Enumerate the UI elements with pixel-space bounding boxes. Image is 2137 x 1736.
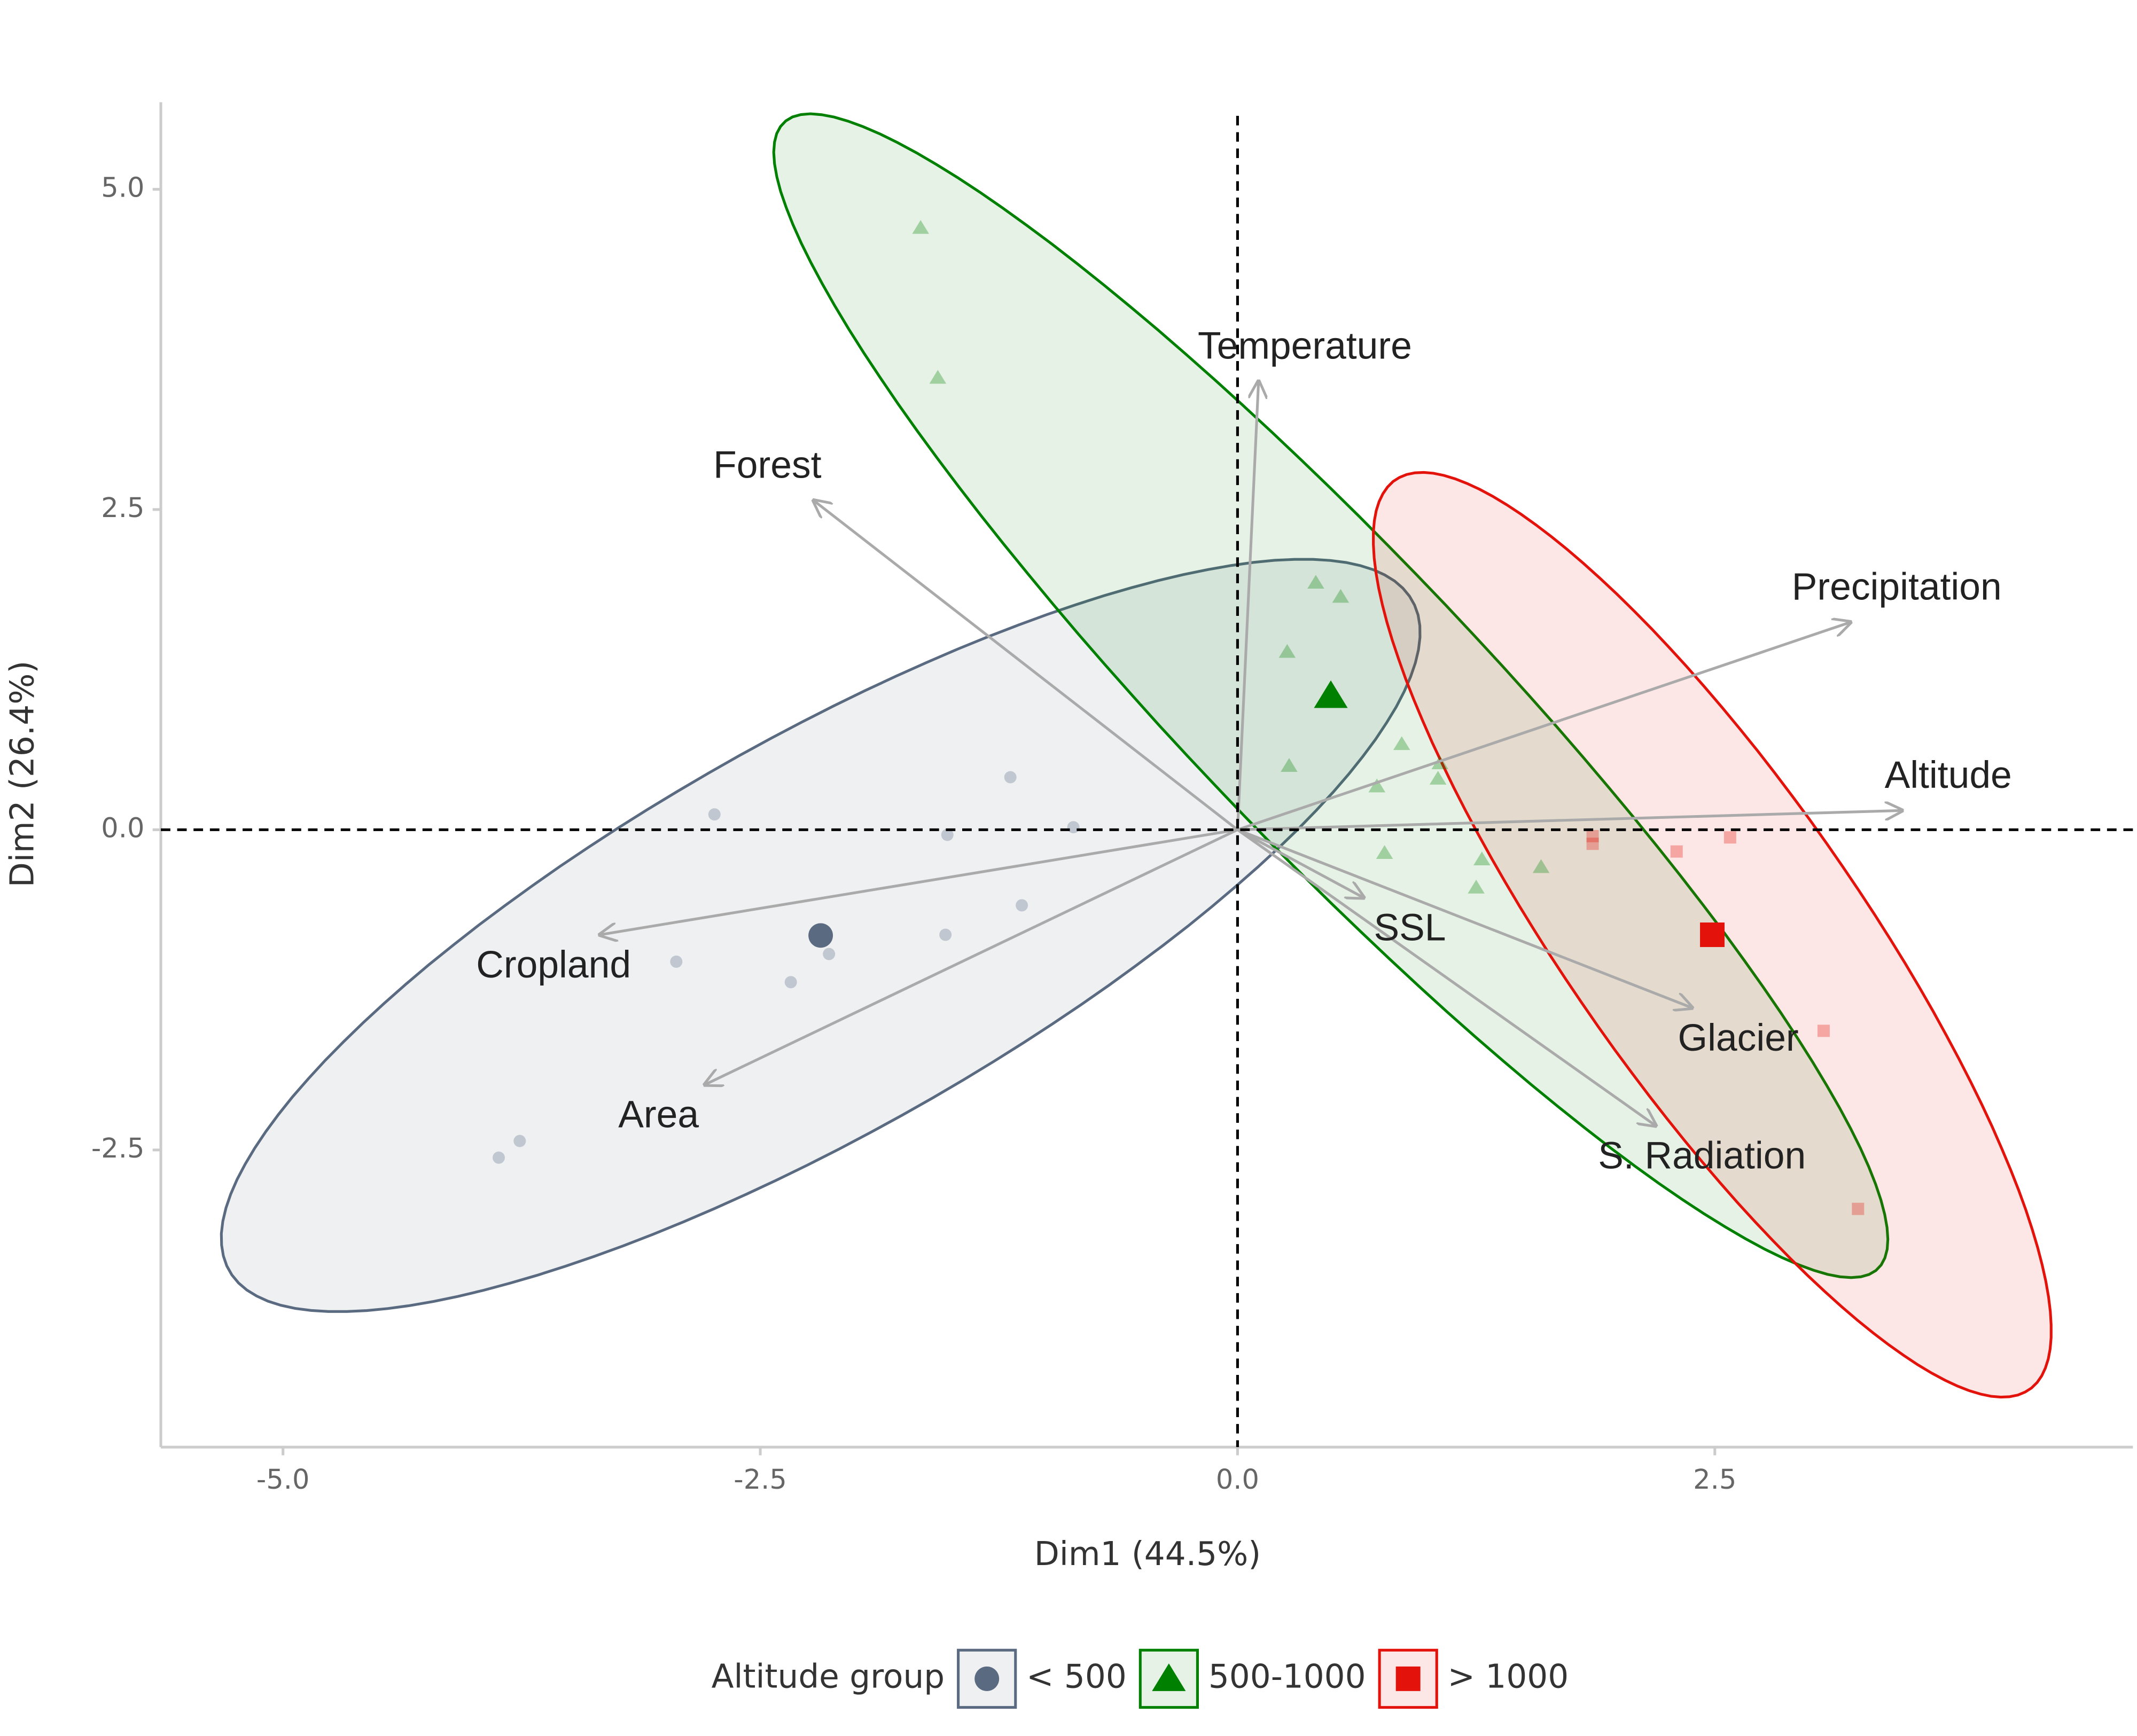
- point: [1067, 821, 1080, 834]
- variable-label: Precipitation: [1792, 566, 2002, 608]
- point: [1393, 736, 1410, 750]
- point: [708, 808, 721, 821]
- x-axis-title: Dim1 (44.5%): [1034, 1535, 1261, 1573]
- points: [493, 220, 1865, 1215]
- point: [1281, 758, 1298, 772]
- x-tick-label: -2.5: [734, 1464, 787, 1496]
- variable-label: Glacier: [1678, 1016, 1799, 1059]
- x-tick-label: 0.0: [1216, 1464, 1259, 1496]
- point: [1670, 845, 1683, 858]
- group-mean: [808, 923, 833, 948]
- point: [939, 928, 952, 941]
- x-tick-label: 2.5: [1693, 1464, 1736, 1496]
- variable-arrow: [600, 828, 1238, 935]
- y-tick-label: 0.0: [101, 812, 144, 844]
- variable-arrow: [705, 828, 1238, 1084]
- legend-title: Altitude group: [712, 1657, 945, 1695]
- variable-arrow: [1237, 810, 1902, 831]
- point: [1332, 589, 1350, 603]
- point: [1852, 1202, 1865, 1215]
- point: [929, 370, 947, 384]
- y-axis-title: Dim2 (26.4%): [4, 661, 42, 887]
- point: [493, 1151, 505, 1164]
- point: [1586, 838, 1599, 850]
- legend-label: > 1000: [1448, 1657, 1569, 1695]
- point: [1016, 899, 1028, 912]
- variable-label: Altitude: [1885, 754, 2012, 796]
- point: [1817, 1025, 1830, 1037]
- variable-arrows: [600, 381, 1902, 1125]
- point: [1473, 851, 1491, 865]
- group-mean: [1700, 922, 1725, 947]
- y-tick-label: 2.5: [101, 492, 144, 524]
- point: [1723, 831, 1736, 844]
- variable-label: S. Radiation: [1598, 1134, 1806, 1177]
- point: [1468, 879, 1485, 894]
- legend-symbol: [1152, 1663, 1186, 1691]
- point: [1532, 859, 1550, 873]
- variable-arrow: [814, 501, 1238, 831]
- legend: Altitude group < 500 500-1000 > 1000: [712, 1648, 1569, 1709]
- point: [1376, 845, 1393, 859]
- point: [1429, 771, 1447, 785]
- point: [1307, 575, 1324, 589]
- legend-label: < 500: [1026, 1657, 1127, 1695]
- variable-arrow: [1237, 828, 1691, 1007]
- point: [513, 1135, 526, 1147]
- point: [784, 976, 797, 989]
- legend-symbol: [974, 1666, 1000, 1691]
- variable-arrow: [1236, 381, 1258, 830]
- variable-arrow: [1236, 828, 1656, 1125]
- variable-label: SSL: [1374, 906, 1446, 949]
- variable-label: Temperature: [1198, 325, 1412, 367]
- point: [941, 828, 954, 841]
- point: [823, 948, 836, 960]
- point: [1004, 771, 1017, 784]
- point: [670, 955, 683, 968]
- legend-label: 500-1000: [1208, 1657, 1366, 1695]
- legend-symbol: [1395, 1666, 1421, 1691]
- variable-arrow: [1237, 828, 1363, 897]
- variable-label: Area: [618, 1093, 699, 1136]
- x-tick-label: -5.0: [256, 1464, 310, 1496]
- y-tick-label: -2.5: [91, 1133, 145, 1164]
- group-mean: [1314, 680, 1348, 708]
- variable-label: Cropland: [476, 943, 631, 986]
- point: [1278, 644, 1296, 658]
- point: [912, 220, 930, 234]
- variable-label: Forest: [713, 444, 822, 487]
- point: [1586, 830, 1599, 842]
- point: [1368, 778, 1386, 793]
- ellipses: [220, 112, 2053, 1399]
- variable-arrow: [1237, 622, 1850, 831]
- y-tick-label: 5.0: [101, 172, 144, 204]
